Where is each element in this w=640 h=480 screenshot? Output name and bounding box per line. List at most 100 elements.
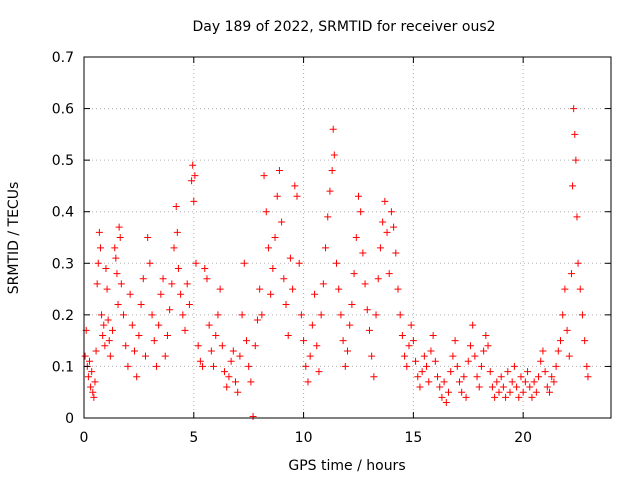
data-point [302,362,310,370]
data-point [379,218,387,226]
data-point [144,234,152,241]
data-point [442,399,450,407]
data-point [535,373,543,381]
data-point [569,182,577,190]
data-point [223,383,231,391]
data-point [174,264,182,272]
data-point [249,412,257,420]
data-point [324,213,332,221]
y-tick-label: 0.7 [52,50,74,66]
data-point [499,383,507,391]
data-point [581,337,589,345]
data-point [210,362,218,370]
x-tick-label: 20 [514,430,532,446]
data-point [493,378,501,386]
data-point [133,373,141,381]
data-point [286,254,294,262]
data-point [539,347,547,355]
data-point [81,352,89,360]
data-point [464,357,472,365]
y-tick-label: 0.6 [52,102,74,118]
data-point [328,166,336,174]
data-point [398,331,406,339]
data-point [258,311,266,319]
data-point [425,378,433,386]
axes: 0 0.1 0.2 0.3 0.4 0.5 0.6 0.7 0 5 10 15 20 [52,50,611,446]
data-point [245,362,253,370]
data-point [532,388,540,396]
grid-lines [84,57,611,418]
data-point [337,311,345,319]
data-point [275,166,283,174]
data-point [462,393,470,401]
data-point [236,352,244,360]
data-point [85,357,93,365]
data-point [361,280,369,288]
data-point [103,285,111,293]
data-point [102,264,110,272]
data-point [561,285,569,293]
data-point [247,378,255,386]
data-point [438,393,446,401]
data-point [173,228,181,236]
data-point [528,393,536,401]
data-point [159,275,167,283]
y-tick-label: 0.3 [52,256,74,272]
data-point [218,342,226,350]
data-point [515,393,523,401]
data-point [172,203,180,211]
data-point [216,285,224,293]
data-point [412,357,420,365]
data-point [111,244,119,252]
y-tick-label: 0.2 [52,308,74,324]
data-point [194,342,202,350]
data-point [429,331,437,339]
data-point [291,182,299,190]
data-point [227,357,235,365]
data-point [137,301,145,309]
data-point [414,373,422,381]
data-point [98,311,106,319]
data-point [205,321,213,329]
data-point [199,362,207,370]
data-point [304,378,312,386]
data-point [269,264,277,272]
data-point [185,301,193,309]
data-point [225,373,233,381]
data-point [519,388,527,396]
data-point [513,383,521,391]
data-point [420,352,428,360]
data-point [322,244,330,252]
chart-title: Day 189 of 2022, SRMTID for receiver ous… [192,19,495,35]
data-point [543,383,551,391]
data-point [87,383,95,391]
data-point [253,316,261,324]
data-point [333,259,341,267]
data-point [445,388,453,396]
data-point [407,321,415,329]
data-point [297,311,305,319]
y-tick-label: 0.1 [52,359,74,375]
data-point [120,311,128,319]
data-point [455,378,463,386]
x-axis-label: GPS time / hours [288,458,405,474]
data-point [89,388,97,396]
data-point [567,270,575,278]
data-point [387,208,395,216]
data-point [113,270,121,278]
data-point [104,316,112,324]
data-point [168,280,176,288]
data-point [453,362,461,370]
data-point [192,259,200,267]
data-point [267,290,275,298]
data-point [191,172,199,180]
data-point [96,244,104,252]
data-point [232,378,240,386]
data-point [139,275,147,283]
data-point [251,342,259,350]
data-point [105,337,113,345]
data-point [311,290,319,298]
data-point [473,373,481,381]
data-point [573,213,581,221]
x-tick-label: 0 [80,430,89,446]
